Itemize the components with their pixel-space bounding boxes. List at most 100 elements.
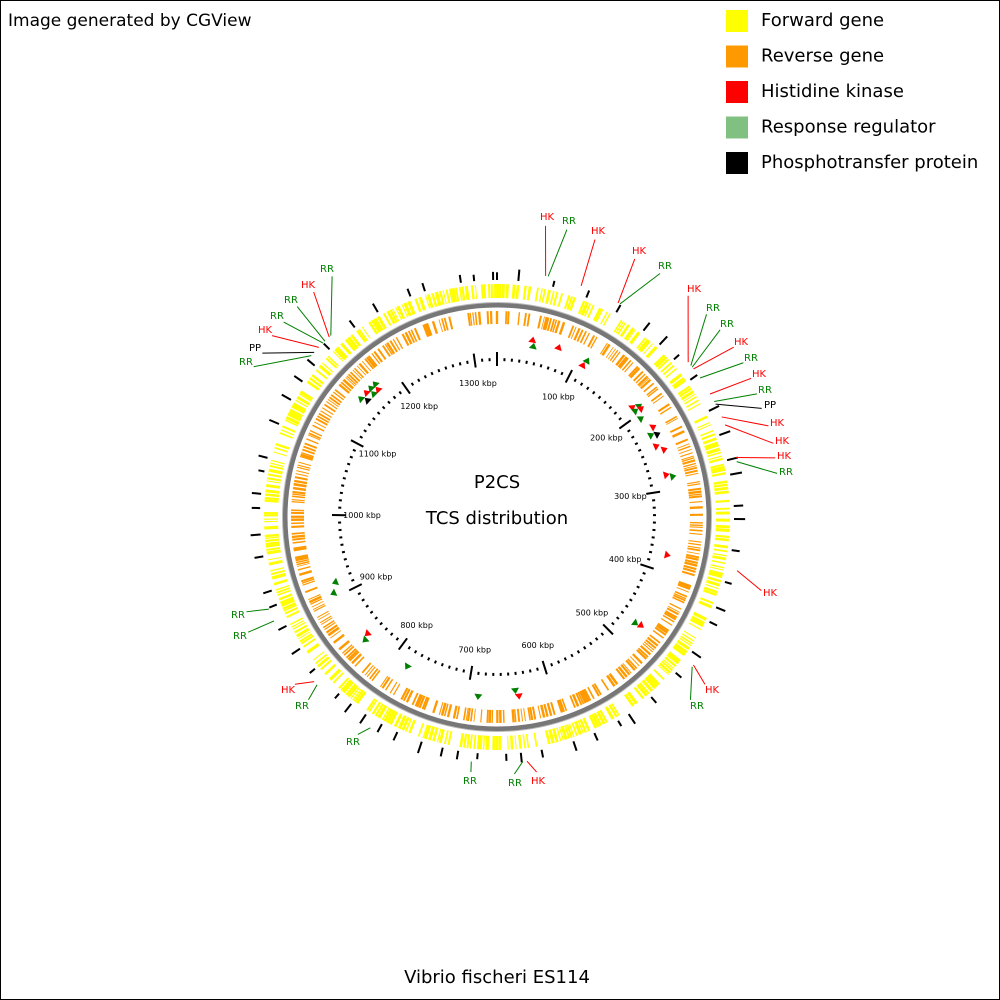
- reverse-gene: [550, 701, 556, 716]
- forward-gene: [545, 289, 551, 304]
- reverse-gene: [684, 466, 698, 472]
- forward-gene: [397, 715, 407, 730]
- reverse-gene: [371, 352, 381, 365]
- reverse-gene: [291, 531, 305, 535]
- scale-dot: [389, 632, 394, 636]
- feature-label: HK: [777, 451, 792, 462]
- forward-gene: [662, 364, 675, 376]
- reverse-gene: [294, 554, 309, 560]
- reverse-gene: [446, 704, 453, 718]
- reverse-gene: [338, 640, 350, 651]
- reverse-gene: [561, 698, 568, 712]
- scale-dot: [455, 667, 458, 671]
- reverse-gene: [342, 644, 353, 654]
- feature-label: RR: [758, 385, 772, 396]
- feature-label: RR: [706, 303, 720, 314]
- forward-gene: [438, 729, 445, 744]
- forward-gene: [712, 552, 727, 557]
- outer-tick: [291, 647, 301, 655]
- reverse-gene: [678, 580, 692, 588]
- scale-label: 1200 kbp: [400, 402, 438, 411]
- forward-gene: [284, 419, 299, 427]
- reverse-gene: [639, 644, 652, 656]
- reverse-gene: [297, 464, 311, 469]
- reverse-gene: [368, 668, 379, 680]
- forward-gene: [674, 642, 688, 654]
- footer: Vibrio fischeri ES114: [404, 967, 590, 988]
- forward-gene: [382, 312, 392, 327]
- reverse-gene: [301, 576, 314, 583]
- forward-gene: [700, 429, 714, 437]
- outer-tick: [689, 374, 698, 381]
- legend-swatch: [726, 10, 748, 32]
- reverse-gene: [373, 350, 383, 363]
- scale-dot: [650, 543, 654, 547]
- reverse-gene: [414, 693, 422, 707]
- feature-label: HK: [632, 246, 647, 257]
- forward-gene: [266, 549, 281, 555]
- feature-label: HK: [540, 212, 555, 223]
- reverse-gene: [688, 495, 703, 499]
- reverse-gene: [504, 311, 508, 325]
- outer-tick: [250, 533, 261, 537]
- scale-dot: [589, 641, 593, 646]
- outer-tick: [254, 555, 264, 559]
- forward-gene: [328, 668, 342, 681]
- reverse-gene: [657, 622, 670, 632]
- reverse-gene: [587, 334, 596, 348]
- reverse-gene: [296, 562, 310, 567]
- outer-tick: [258, 469, 265, 473]
- forward-gene: [280, 429, 295, 436]
- feature-marker: [331, 577, 340, 586]
- feature-line: [617, 258, 636, 304]
- scale-dot: [532, 362, 536, 366]
- reverse-gene: [340, 381, 352, 392]
- feature-line: [699, 362, 744, 379]
- reverse-gene: [315, 417, 328, 426]
- reverse-gene: [671, 430, 685, 438]
- forward-gene: [689, 617, 704, 628]
- reverse-gene: [317, 415, 330, 424]
- features: HK RRHKHKRRHKRRRRHKRRHKRRPPHKHKHKRRHKHKRR…: [231, 212, 793, 789]
- reverse-gene: [663, 611, 677, 621]
- scale-dot: [647, 476, 652, 480]
- forward-gene: [315, 653, 328, 665]
- forward-gene: [711, 559, 726, 565]
- outer-tick: [392, 731, 399, 741]
- forward-gene: [417, 722, 425, 737]
- feature-line: [547, 229, 568, 277]
- scale-dot: [346, 462, 351, 466]
- reverse-gene: [312, 424, 325, 432]
- forward-gene: [443, 730, 449, 745]
- scale-dot: [573, 378, 577, 383]
- forward-gene: [474, 284, 478, 299]
- feature-marker: [368, 385, 376, 393]
- scale-dot: [615, 616, 620, 620]
- feature-label: RR: [295, 701, 309, 712]
- forward-gene: [552, 728, 559, 743]
- reverse-gene: [386, 342, 396, 355]
- reverse-gene: [652, 395, 664, 404]
- reverse-gene: [347, 649, 359, 661]
- forward-gene: [284, 606, 299, 615]
- scale-dot: [649, 484, 654, 487]
- reverse-gene: [353, 367, 365, 379]
- reverse-gene: [684, 559, 699, 564]
- feature-label: RR: [508, 778, 522, 789]
- scale-dot: [341, 550, 346, 554]
- reverse-gene: [546, 318, 553, 332]
- reverse-gene: [392, 683, 401, 696]
- forward-gene: [345, 683, 357, 696]
- forward-gene: [696, 421, 711, 429]
- outer-tick: [552, 280, 556, 287]
- scale-dot: [639, 578, 644, 582]
- feature-label: RR: [284, 295, 298, 306]
- feature-label: RR: [270, 311, 284, 322]
- reverse-gene: [673, 594, 686, 602]
- feature-marker: [372, 381, 380, 389]
- reverse-gene: [513, 709, 517, 723]
- reverse-gene: [332, 391, 344, 401]
- scale-dot: [642, 571, 646, 575]
- reverse-gene: [313, 421, 327, 429]
